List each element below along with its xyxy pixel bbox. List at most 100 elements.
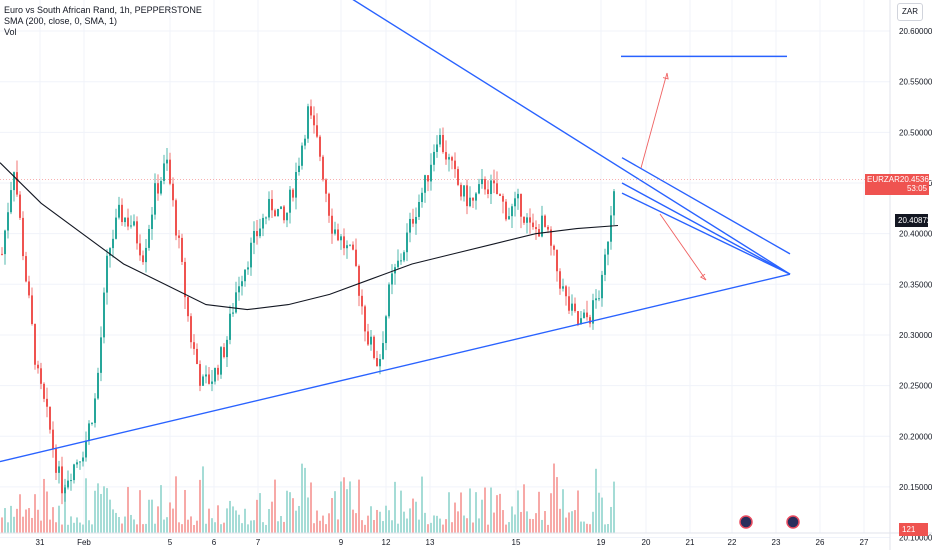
volume-bar	[445, 519, 447, 533]
candle-body	[544, 215, 546, 227]
candle-body	[373, 336, 375, 359]
volume-bar	[409, 508, 411, 533]
candle-body	[160, 180, 162, 194]
y-axis: 20.6000020.5500020.5000020.4500020.40000…	[889, 0, 932, 550]
candle-body	[280, 206, 282, 209]
volume-bar	[46, 491, 48, 533]
candle-body	[34, 324, 36, 365]
volume-bar	[61, 524, 63, 533]
x-axis: 31 Feb 5 6 7 9 12 13 15 19 20 21 22 23 26 27	[0, 532, 932, 547]
price-badge-value: 20.45369	[899, 175, 932, 184]
volume-bar	[604, 524, 606, 533]
candle-body	[19, 194, 21, 218]
candle-body	[88, 423, 90, 441]
candle-body	[427, 175, 429, 182]
volume-bar	[154, 523, 156, 533]
volume-bar	[502, 510, 504, 533]
candle-body	[253, 231, 255, 243]
y-tick-label: 20.35000	[899, 280, 932, 289]
x-tick-label: 27	[860, 538, 869, 547]
volume-bar	[55, 522, 57, 533]
currency-button[interactable]: ZAR	[897, 3, 923, 21]
volume-bar	[88, 520, 90, 533]
volume-bar	[244, 508, 246, 533]
candle-body	[214, 367, 216, 382]
sma-legend[interactable]: SMA (200, close, 0, SMA, 1)	[4, 16, 118, 26]
candle-body	[595, 298, 597, 301]
volume-bar	[583, 521, 585, 533]
volume-bar	[571, 511, 573, 533]
candle-body	[121, 204, 123, 223]
candle-body	[196, 348, 198, 365]
candle-body	[82, 457, 84, 462]
volume-bar	[313, 523, 315, 533]
volume-bar	[274, 479, 276, 533]
candle-body	[277, 208, 279, 217]
candle-body	[289, 189, 291, 213]
volume-bar	[325, 524, 327, 533]
candle-body	[535, 227, 537, 230]
x-tick-label: 6	[212, 538, 217, 547]
candle-body	[145, 247, 147, 263]
candle-body	[598, 298, 600, 300]
candle-body	[568, 296, 570, 311]
candle-body	[547, 226, 549, 230]
candle-body	[187, 297, 189, 317]
candle-body	[226, 339, 228, 358]
candle-body	[451, 157, 453, 161]
candle-body	[184, 261, 186, 298]
volume-bar	[271, 501, 273, 533]
volume-bar	[184, 489, 186, 533]
candle-body	[139, 243, 141, 256]
chart-title[interactable]: Euro vs South African Rand, 1h, PEPPERST…	[4, 5, 202, 15]
candle-body	[127, 217, 129, 227]
x-tick-label: 19	[597, 538, 606, 547]
candle-body	[46, 398, 48, 407]
y-tick-label: 20.15000	[899, 483, 932, 492]
candle-body	[586, 312, 588, 318]
candle-body	[592, 300, 594, 324]
volume-bar	[457, 511, 459, 533]
candle-body	[133, 221, 135, 226]
candle-body	[274, 210, 276, 217]
volume-bar	[301, 463, 303, 533]
volume-bar	[76, 517, 78, 533]
volume-bar	[238, 514, 240, 533]
volume-bar	[175, 476, 177, 533]
volume-bar	[178, 522, 180, 533]
candle-body	[493, 180, 495, 184]
last-price-badge: EURZAR 20.45369 53:05	[865, 174, 932, 195]
vol-legend[interactable]: Vol	[4, 27, 17, 37]
candle-body	[310, 106, 312, 116]
volume-bar	[601, 497, 603, 533]
volume-bar	[169, 502, 171, 533]
volume-bar	[610, 506, 612, 533]
volume-bar	[415, 501, 417, 533]
volume-bar	[448, 492, 450, 533]
volume-bar	[199, 479, 201, 533]
candle-body	[208, 374, 210, 384]
volume-bar	[529, 518, 531, 533]
volume-bar	[433, 515, 435, 533]
channel-upper-line	[621, 157, 791, 255]
candle-body	[70, 480, 72, 482]
volume-bar	[148, 499, 150, 533]
candle-body	[211, 381, 213, 384]
candle-body	[457, 169, 459, 185]
candle-body	[151, 214, 153, 230]
volume-bar	[160, 485, 162, 533]
volume-bar	[34, 494, 36, 533]
volume-bar	[565, 517, 567, 533]
candle-body	[400, 260, 402, 262]
volume-bar	[97, 483, 99, 533]
candle-body	[286, 212, 288, 221]
upper-resistance-line	[352, 0, 791, 275]
candle-body	[499, 194, 501, 196]
candle-body	[175, 200, 177, 236]
volume-bar	[142, 524, 144, 533]
volume-bar	[16, 508, 18, 533]
price-badge-symbol: EURZAR	[867, 175, 900, 184]
candle-body	[103, 292, 105, 338]
volume-bar	[574, 510, 576, 533]
